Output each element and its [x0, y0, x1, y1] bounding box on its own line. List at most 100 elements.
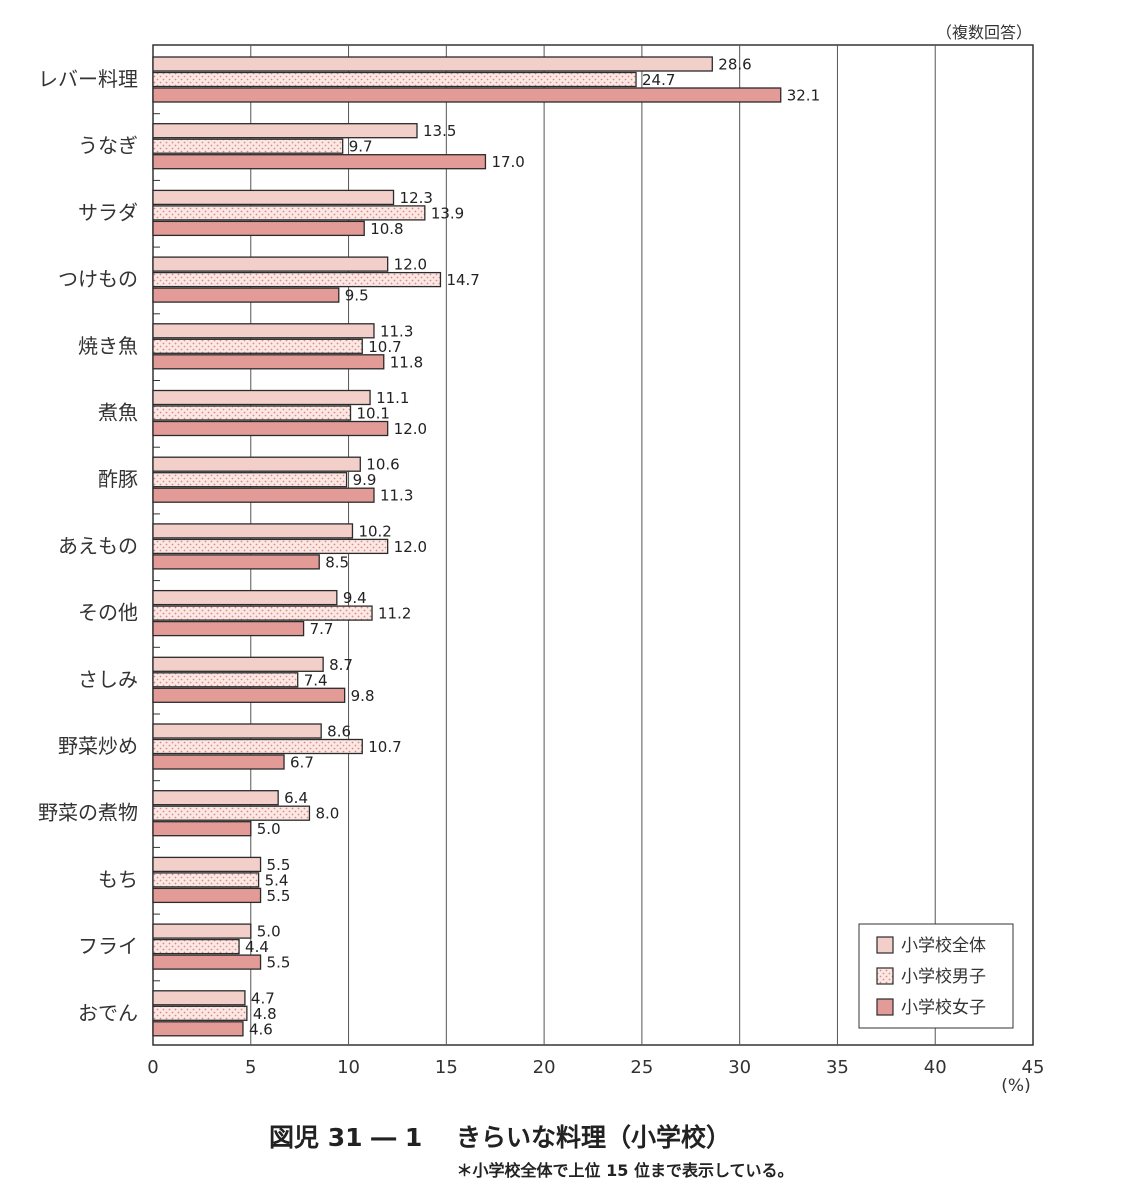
bar-girls	[152, 420, 389, 437]
category-label: 焼き魚	[78, 334, 138, 358]
bar-value-label: 10.2	[358, 522, 391, 540]
bar-value-label: 10.7	[368, 738, 401, 756]
x-tick-label: 5	[245, 1057, 256, 1078]
bar-value-label: 7.7	[310, 620, 334, 638]
category-label: サラダ	[78, 200, 138, 224]
bar-girls	[152, 354, 385, 370]
bar-girls	[152, 954, 262, 970]
x-tick-label: 45	[1022, 1057, 1045, 1078]
bar-value-label: 11.3	[380, 322, 413, 340]
bar-value-label: 8.7	[329, 656, 353, 674]
category-label: レバー料理	[38, 67, 138, 91]
bar-value-label: 5.4	[265, 871, 289, 889]
x-tick-label: 25	[630, 1057, 653, 1078]
bar-boys	[152, 338, 363, 354]
bar-value-label: 4.8	[253, 1005, 277, 1023]
bar-total	[152, 656, 324, 672]
bar-girls	[152, 220, 365, 237]
bar-value-label: 9.9	[353, 471, 377, 489]
bar-value-label: 24.7	[642, 71, 675, 89]
bar-girls	[152, 487, 375, 503]
bar-girls	[152, 287, 340, 303]
bar-value-label: 9.8	[351, 687, 375, 705]
bar-girls	[152, 687, 346, 703]
x-tick-label: 35	[826, 1057, 849, 1078]
category-label: もち	[98, 867, 138, 891]
bar-boys	[152, 71, 637, 88]
category-label: 煮魚	[98, 401, 138, 425]
bar-value-label: 14.7	[446, 271, 479, 289]
bar-girls	[152, 1021, 244, 1037]
bar-boys	[152, 605, 373, 621]
bar-value-label: 5.0	[257, 923, 281, 941]
category-label: 酢豚	[98, 467, 138, 491]
legend-label: 小学校男子	[901, 967, 986, 987]
bar-girls	[152, 887, 262, 904]
bar-total	[152, 589, 338, 606]
bar-value-label: 11.1	[376, 389, 409, 407]
legend-label: 小学校女子	[901, 998, 986, 1018]
bar-total	[152, 456, 361, 472]
bar-value-label: 4.6	[249, 1020, 273, 1038]
category-label: おでん	[78, 1001, 138, 1025]
category-label: うなぎ	[78, 134, 138, 158]
x-tick-label: 15	[435, 1057, 458, 1078]
bar-total	[152, 189, 395, 206]
bar-boys	[152, 538, 389, 555]
bar-girls	[152, 154, 487, 170]
bar-boys	[152, 138, 344, 154]
bar-total	[152, 923, 252, 939]
bar-total	[152, 123, 418, 139]
bar-boys	[152, 938, 240, 955]
x-tick-label: 30	[728, 1057, 751, 1078]
bar-boys	[152, 271, 442, 288]
category-label: 野菜の煮物	[38, 801, 138, 825]
figure-title: 図児 31 ― 1 きらいな料理（小学校）	[268, 1123, 731, 1152]
bar-value-label: 13.9	[431, 204, 464, 222]
bar-value-label: 5.5	[267, 856, 291, 874]
bar-boys	[152, 472, 348, 488]
bar-total	[152, 990, 246, 1006]
bar-value-label: 8.6	[327, 723, 351, 741]
x-axis-unit: (%)	[1001, 1076, 1030, 1096]
bar-value-label: 8.5	[325, 553, 349, 571]
bar-boys	[152, 205, 426, 221]
bar-value-label: 12.0	[394, 420, 427, 438]
bar-value-label: 10.1	[357, 405, 390, 423]
x-tick-label: 0	[147, 1057, 158, 1078]
category-label: あえもの	[58, 534, 138, 558]
legend-label: 小学校全体	[901, 936, 986, 956]
bar-total	[152, 723, 322, 739]
bar-boys	[152, 405, 352, 421]
bar-value-label: 4.4	[245, 938, 269, 956]
bar-boys	[152, 1005, 248, 1021]
category-label: フライ	[78, 934, 138, 958]
legend-swatch	[876, 967, 894, 985]
bar-value-label: 10.6	[366, 456, 399, 474]
bar-total	[152, 56, 713, 72]
bar-girls	[152, 620, 305, 637]
bar-boys	[152, 872, 260, 888]
bar-girls	[152, 87, 782, 103]
bar-total	[152, 790, 279, 806]
bar-value-label: 5.5	[267, 954, 291, 972]
x-tick-label: 40	[924, 1057, 947, 1078]
bar-girls	[152, 554, 320, 570]
bar-value-label: 10.8	[370, 220, 403, 238]
category-label: その他	[78, 601, 138, 625]
category-label: つけもの	[58, 267, 138, 291]
bar-value-label: 5.0	[257, 820, 281, 838]
bar-total	[152, 323, 375, 339]
bar-value-label: 17.0	[491, 153, 524, 171]
category-label: さしみ	[78, 667, 138, 691]
bar-value-label: 9.7	[349, 138, 373, 156]
bar-value-label: 6.7	[290, 754, 314, 772]
x-tick-label: 10	[337, 1057, 360, 1078]
bar-value-label: 9.5	[345, 287, 369, 305]
bar-value-label: 13.5	[423, 122, 456, 140]
bar-value-label: 28.6	[718, 56, 751, 74]
bar-girls	[152, 754, 285, 770]
bar-value-label: 12.0	[394, 256, 427, 274]
